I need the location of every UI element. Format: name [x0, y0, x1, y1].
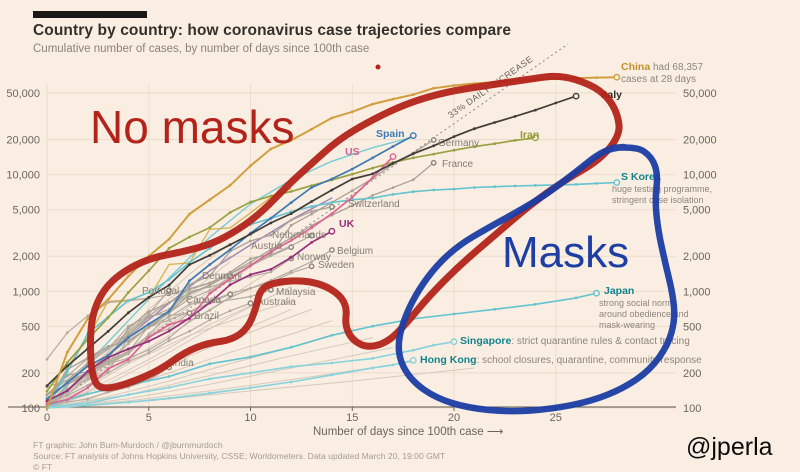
- x-axis-label: Number of days since 100th case ⟶: [313, 426, 504, 438]
- svg-text:500: 500: [683, 321, 701, 333]
- svg-text:50,000: 50,000: [683, 88, 717, 100]
- masks-annotation: Masks: [502, 228, 630, 277]
- svg-text:200: 200: [22, 368, 40, 380]
- ft-brand-bar: [33, 11, 147, 18]
- svg-text:5,000: 5,000: [683, 205, 711, 217]
- svg-text:100: 100: [22, 403, 40, 415]
- footer-credit: FT graphic: John Burn-Murdoch / @jburnmu…: [33, 440, 223, 450]
- svg-text:10,000: 10,000: [683, 170, 717, 182]
- svg-text:200: 200: [683, 368, 701, 380]
- svg-text:50,000: 50,000: [6, 88, 40, 100]
- svg-text:10,000: 10,000: [6, 170, 40, 182]
- chart-subtitle: Cumulative number of cases, by number of…: [33, 43, 370, 55]
- svg-text:500: 500: [22, 321, 40, 333]
- svg-text:100: 100: [683, 403, 701, 415]
- footer-source: Source: FT analysis of Johns Hopkins Uni…: [33, 450, 446, 461]
- svg-text:2,000: 2,000: [12, 251, 40, 263]
- svg-text:5: 5: [146, 412, 152, 424]
- chart-title: Country by country: how coronavirus case…: [33, 22, 512, 39]
- svg-text:1,000: 1,000: [12, 286, 40, 298]
- svg-text:2,000: 2,000: [683, 251, 711, 263]
- svg-text:0: 0: [44, 412, 50, 424]
- svg-text:1,000: 1,000: [683, 286, 711, 298]
- svg-text:5,000: 5,000: [12, 205, 40, 217]
- footer-copyright: © FT: [33, 461, 53, 472]
- svg-text:20,000: 20,000: [6, 135, 40, 147]
- chart-footer: FT graphic: John Burn-Murdoch / @jburnmu…: [33, 440, 445, 472]
- jperla-watermark: @jperla: [686, 433, 773, 461]
- svg-text:20,000: 20,000: [683, 135, 717, 147]
- no-masks-annotation: No masks: [90, 101, 295, 153]
- svg-text:10: 10: [244, 412, 256, 424]
- svg-text:25: 25: [550, 412, 562, 424]
- svg-text:20: 20: [448, 412, 460, 424]
- svg-text:15: 15: [346, 412, 358, 424]
